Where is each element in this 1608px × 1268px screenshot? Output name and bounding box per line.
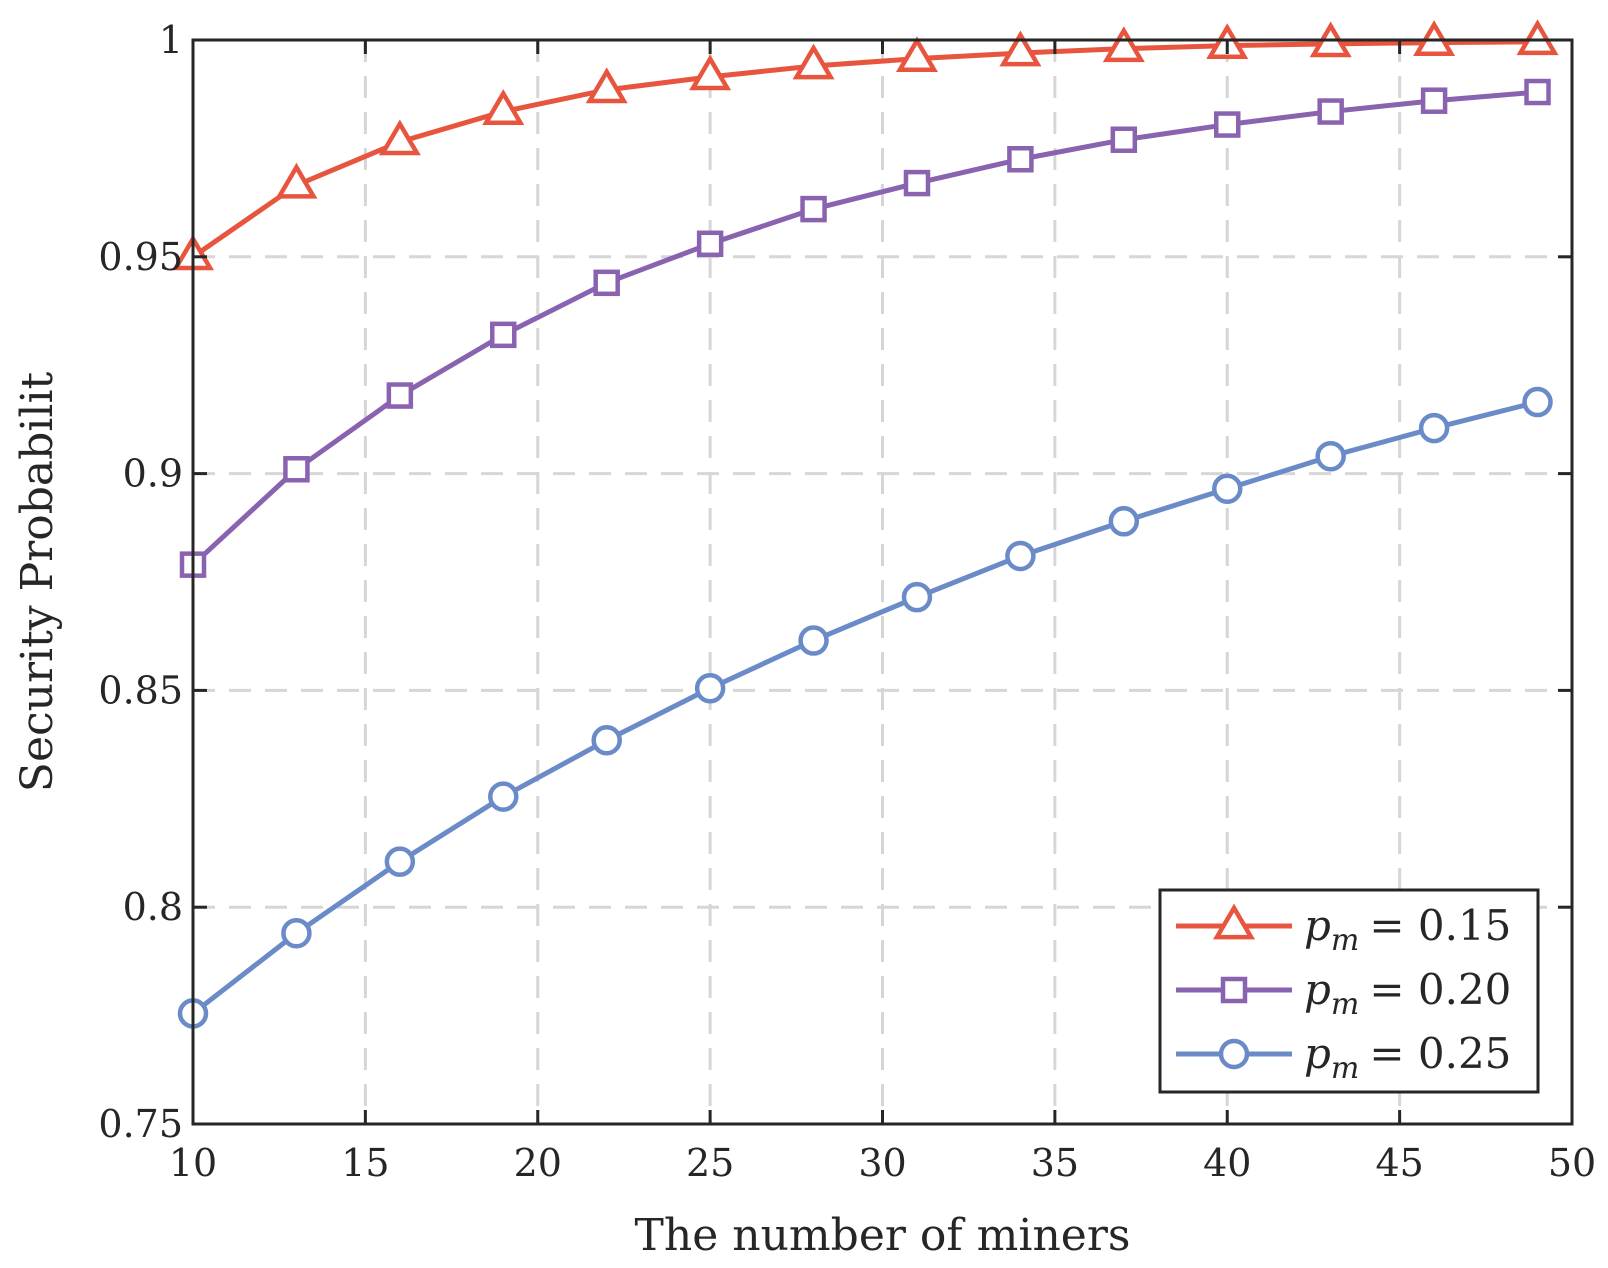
y-tick-label: 1	[159, 18, 183, 62]
x-tick-label: 10	[169, 1141, 217, 1185]
legend-label: pm = 0.20	[1304, 965, 1511, 1022]
x-tick-label: 40	[1203, 1141, 1251, 1185]
data-point-square	[1007, 145, 1034, 173]
data-point-circle	[694, 672, 726, 704]
data-point-square	[1420, 87, 1448, 114]
data-point-circle	[384, 846, 416, 877]
y-tick-label: 0.85	[98, 668, 183, 712]
series-line-square	[191, 89, 1538, 567]
series-line-circle	[191, 399, 1539, 1016]
y-tick-label: 0.9	[123, 452, 183, 496]
data-point-circle	[1418, 412, 1450, 444]
data-point-triangle	[378, 119, 421, 156]
data-point-square	[490, 321, 517, 349]
legend-variable: p	[1304, 1029, 1331, 1078]
data-point-circle	[1108, 506, 1140, 537]
y-tick-label: 0.95	[98, 235, 183, 279]
data-point-triangle	[585, 67, 628, 104]
legend-subscript: m	[1331, 923, 1359, 958]
data-point-triangle	[999, 30, 1042, 67]
data-point-circle	[1212, 473, 1243, 505]
data-point-circle	[1315, 441, 1346, 472]
legend-variable: p	[1304, 901, 1331, 950]
x-tick-label: 35	[1031, 1141, 1079, 1185]
x-tick-label: 25	[686, 1141, 734, 1185]
data-point-circle	[798, 625, 829, 656]
series-line-triangle	[191, 39, 1538, 259]
x-tick-label: 30	[858, 1141, 906, 1185]
legend-variable: p	[1304, 965, 1331, 1014]
data-point-square	[283, 456, 310, 483]
data-point-square	[1317, 98, 1344, 125]
legend-value: = 0.15	[1369, 901, 1511, 950]
legend-marker-square	[1220, 976, 1248, 1004]
x-tick-label: 45	[1375, 1141, 1423, 1185]
y-tick-label: 0.8	[123, 885, 183, 929]
x-tick-label: 50	[1548, 1141, 1596, 1185]
y-tick-label: 0.75	[98, 1102, 183, 1146]
x-tick-label: 15	[341, 1141, 389, 1185]
legend-label: pm = 0.25	[1304, 1029, 1511, 1086]
data-point-triangle	[895, 36, 939, 73]
x-axis-label: The number of miners	[635, 1210, 1131, 1261]
data-point-square	[903, 169, 931, 197]
data-point-triangle	[792, 43, 835, 80]
data-point-circle	[1005, 540, 1036, 572]
data-point-square	[1214, 111, 1241, 138]
data-point-triangle	[482, 89, 525, 125]
legend-value: = 0.20	[1369, 965, 1511, 1014]
data-point-square	[1110, 126, 1138, 153]
data-point-triangle	[1516, 19, 1559, 56]
data-point-circle	[591, 725, 622, 756]
data-point-square	[800, 195, 827, 223]
data-point-circle	[488, 781, 519, 812]
data-point-circle	[901, 581, 933, 613]
data-point-square	[593, 269, 620, 297]
legend-subscript: m	[1331, 1051, 1359, 1086]
data-point-circle	[281, 917, 312, 949]
data-point-square	[696, 230, 724, 258]
legend-marker-circle	[1218, 1038, 1250, 1070]
data-point-triangle	[1102, 26, 1145, 63]
ticks: 10 15 20 25 30 35 40 45 50 0.75 0.8 0.85 0.9 0.95 1	[98, 18, 1596, 1185]
data-point-circle	[1522, 386, 1553, 418]
x-tick-label: 20	[514, 1141, 562, 1185]
data-point-triangle	[689, 54, 732, 91]
legend-marker-triangle	[1212, 903, 1256, 940]
y-axis-label: Security Probabilit	[12, 371, 63, 792]
legend-subscript: m	[1331, 987, 1359, 1022]
legend-label: pm = 0.15	[1304, 901, 1511, 958]
data-point-square	[1524, 78, 1551, 106]
data-point-square	[386, 382, 414, 409]
legend-value: = 0.25	[1369, 1029, 1511, 1078]
data-point-triangle	[275, 162, 318, 199]
